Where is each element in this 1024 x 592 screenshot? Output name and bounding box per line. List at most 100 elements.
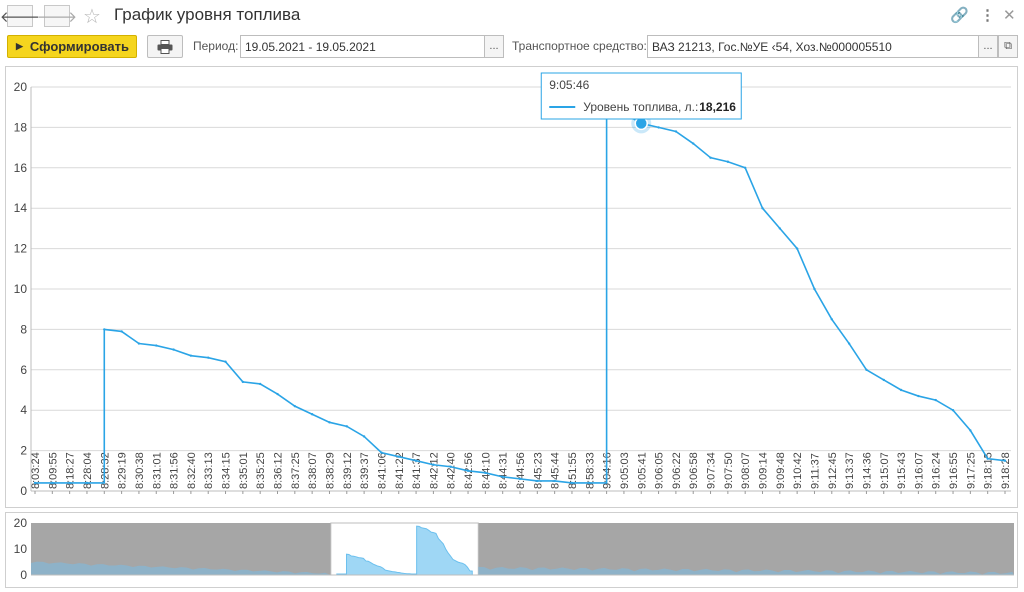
x-tick-label: 9:11:37 [809,453,821,489]
data-point [986,457,989,460]
x-tick-label: 9:06:05 [654,452,666,489]
x-tick-label: 9:18:28 [1000,452,1012,489]
vehicle-select-button[interactable]: ... [978,35,998,58]
data-point [830,318,833,321]
x-tick-label: 8:36:12 [273,452,285,489]
back-button[interactable]: 🡐 [0,5,40,27]
data-point [68,481,71,485]
navigator-y-tick-label: 10 [14,542,28,556]
data-point [103,328,106,331]
data-point [692,142,695,145]
x-tick-label: 9:18:15 [983,452,995,489]
data-point [795,247,799,250]
y-tick-label: 8 [20,322,27,336]
y-tick-label: 10 [14,282,28,296]
x-tick-label: 8:33:13 [203,452,215,489]
data-point [917,394,920,398]
data-point [1003,459,1007,462]
arrow-left-icon: 🡐 [0,8,41,26]
print-button[interactable] [147,35,183,58]
data-point [380,451,383,454]
x-tick-label: 9:07:34 [706,452,718,489]
y-tick-label: 18 [14,120,28,134]
x-tick-label: 9:09:14 [758,452,770,489]
data-point [241,380,245,384]
period-field[interactable]: 19.05.2021 - 19.05.2021 [240,35,485,58]
x-tick-label: 8:39:12 [342,452,354,489]
x-tick-label: 8:42:12 [428,452,440,489]
x-tick-label: 9:05:41 [636,452,648,489]
data-point [276,392,279,396]
y-tick-label: 12 [14,242,28,256]
x-tick-label: 9:06:22 [671,452,683,489]
x-tick-label: 8:44:31 [498,452,510,489]
data-point [224,360,227,363]
x-tick-label: 8:45:23 [532,452,544,489]
x-tick-label: 8:42:40 [446,452,458,489]
data-point [155,344,158,347]
star-icon[interactable]: ☆ [83,6,101,28]
x-tick-label: 9:13:37 [844,452,856,489]
x-tick-label: 8:34:15 [221,452,233,489]
x-tick-label: 9:12:45 [827,452,839,489]
data-point [207,356,210,359]
x-tick-label: 8:38:07 [307,452,319,489]
vehicle-label: Транспортное средство: [512,39,647,53]
x-tick-label: 8:41:06 [376,452,388,489]
y-tick-label: 0 [20,484,27,498]
x-tick-label: 9:04:16 [602,452,614,489]
navigator-y-tick-label: 0 [20,568,27,582]
close-icon[interactable]: ✕ [1003,7,1016,24]
x-tick-label: 9:16:24 [931,452,943,489]
y-tick-label: 16 [14,161,28,175]
data-point [85,481,89,485]
chart-grid [31,86,1011,492]
y-tick-label: 4 [20,403,27,417]
period-select-button[interactable]: ... [484,35,504,58]
data-point [432,463,435,466]
data-point [674,130,678,133]
data-point [899,388,903,392]
x-tick-label: 8:18:27 [65,452,77,489]
tooltip-value: 18,216 [699,100,736,114]
forward-button[interactable]: 🡒 [37,5,77,27]
range-navigator[interactable]: 0 10 20 [6,513,1017,587]
page-title: График уровня топлива [114,5,301,24]
x-tick-label: 9:05:03 [619,452,631,489]
x-tick-label: 8:32:40 [186,452,198,489]
data-point [761,207,764,210]
x-tick-label: 9:15:43 [896,452,908,489]
data-point [484,471,487,475]
data-point [657,126,660,129]
data-point [553,479,556,483]
vehicle-field[interactable]: ВАЗ 21213, Гос.№УЕ ‹54, Хоз.№000005510 [647,35,979,58]
x-tick-label: 9:07:50 [723,452,735,489]
navigator-context-area-left [31,561,331,575]
data-point [536,479,539,483]
generate-button[interactable]: ▶ Сформировать [7,35,137,58]
data-point [362,435,366,438]
data-point [518,477,522,481]
vehicle-open-button[interactable]: ⧉ [998,35,1018,58]
link-icon[interactable]: 🔗 [950,7,969,24]
navigator-mask-right[interactable] [478,523,1014,575]
play-icon: ▶ [16,41,23,51]
navigator-y-tick-label: 20 [14,516,28,530]
data-point [934,398,937,402]
data-point [258,382,262,386]
fuel-level-line[interactable] [35,110,1006,484]
x-tick-label: 8:35:25 [255,452,267,489]
tooltip-box [540,72,742,120]
x-tick-label: 8:44:10 [480,452,492,489]
more-vertical-icon[interactable]: ⋮ [980,7,995,24]
data-point [882,378,885,382]
x-tick-label: 9:10:42 [792,452,804,489]
x-tick-label: 8:09:55 [47,452,59,489]
x-tick-label: 9:15:07 [879,452,891,489]
data-point [328,421,331,424]
x-tick-label: 8:31:01 [151,452,163,489]
arrow-right-icon: 🡒 [36,8,78,26]
x-tick-label: 8:39:37 [359,452,371,489]
x-tick-label: 9:16:07 [913,452,925,489]
